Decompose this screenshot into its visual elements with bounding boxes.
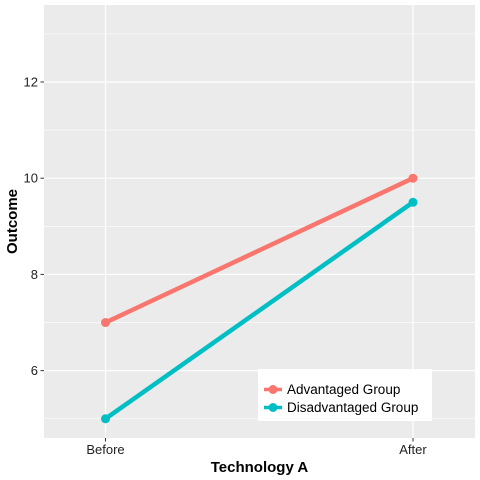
x-tick-label: After bbox=[399, 442, 427, 457]
series-advantaged-group bbox=[101, 173, 418, 328]
legend-key-point bbox=[268, 385, 278, 394]
series-line bbox=[104, 176, 414, 325]
x-axis-title: Technology A bbox=[211, 459, 309, 476]
legend-label: Disadvantaged Group bbox=[287, 400, 418, 415]
series-line bbox=[104, 200, 415, 421]
plot-panel bbox=[44, 5, 475, 438]
legend-item-advantaged: Advantaged Group bbox=[264, 382, 400, 397]
legend-label: Advantaged Group bbox=[287, 382, 400, 397]
y-axis: 6 8 10 12 bbox=[24, 74, 44, 378]
legend-item-disadvantaged: Disadvantaged Group bbox=[264, 400, 418, 415]
y-tick-label: 6 bbox=[31, 363, 38, 378]
y-tick-label: 8 bbox=[31, 267, 38, 282]
series-layer bbox=[101, 173, 418, 424]
y-tick-label: 10 bbox=[24, 171, 38, 186]
legend-key-point bbox=[268, 403, 278, 412]
x-tick-label: Before bbox=[86, 442, 124, 457]
data-point bbox=[408, 197, 418, 207]
data-point bbox=[101, 414, 110, 424]
y-axis-title: Outcome bbox=[4, 189, 21, 254]
data-point bbox=[101, 318, 110, 328]
y-tick-label: 12 bbox=[24, 74, 38, 89]
x-axis: Before After bbox=[86, 438, 427, 457]
legend: Advantaged Group Disadvantaged Group bbox=[258, 369, 432, 421]
series-disadvantaged-group bbox=[101, 197, 418, 424]
legend-box bbox=[258, 369, 432, 421]
data-point bbox=[408, 173, 418, 183]
